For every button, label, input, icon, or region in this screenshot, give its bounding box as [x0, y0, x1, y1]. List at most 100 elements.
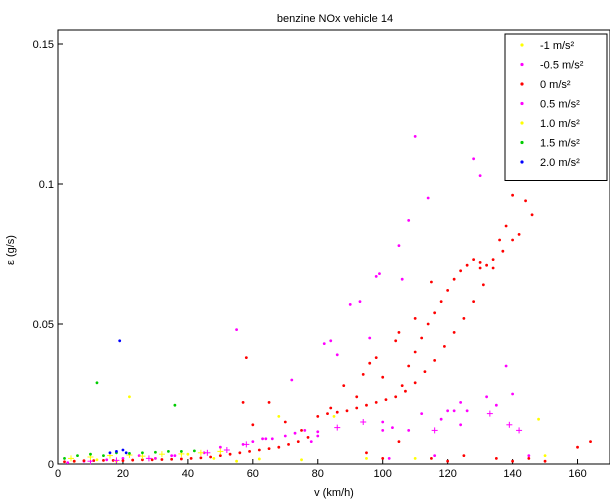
- data-point: [333, 415, 336, 418]
- data-point: [459, 401, 462, 404]
- data-point: [420, 337, 423, 340]
- data-point: [248, 450, 251, 453]
- data-point: [420, 412, 423, 415]
- data-point: [453, 409, 456, 412]
- data-point: [303, 429, 306, 432]
- data-point: [63, 457, 66, 460]
- data-point: [346, 409, 349, 412]
- data-point: [258, 458, 261, 461]
- data-point: [242, 401, 245, 404]
- data-point: [258, 449, 261, 452]
- legend-label: -1 m/s²: [540, 40, 575, 52]
- data-point: [375, 401, 378, 404]
- data-point: [427, 197, 430, 200]
- data-point: [518, 233, 521, 236]
- data-point: [524, 199, 527, 202]
- data-point: [511, 460, 514, 463]
- legend-label: 0.5 m/s²: [540, 99, 580, 111]
- data-point: [122, 449, 125, 452]
- data-point: [414, 381, 417, 384]
- data-point: [261, 437, 264, 440]
- data-point: [394, 395, 397, 398]
- chart-title: benzine NOx vehicle 14: [277, 13, 393, 25]
- data-point: [414, 457, 417, 460]
- data-point: [219, 446, 222, 449]
- data-point: [482, 283, 485, 286]
- data-point: [141, 451, 144, 454]
- data-point: [173, 454, 176, 457]
- data-point: [297, 440, 300, 443]
- data-point: [531, 213, 534, 216]
- data-point: [128, 452, 131, 455]
- data-point: [381, 457, 384, 460]
- data-point: [268, 447, 271, 450]
- data-point: [424, 370, 427, 373]
- data-point: [385, 398, 388, 401]
- data-point: [251, 423, 254, 426]
- data-point: [440, 418, 443, 421]
- data-point: [378, 272, 381, 275]
- data-point: [365, 451, 368, 454]
- data-point: [394, 339, 397, 342]
- data-point: [459, 269, 462, 272]
- data-point: [310, 440, 313, 443]
- legend-label: 1.0 m/s²: [540, 118, 580, 130]
- data-point: [505, 365, 508, 368]
- x-tick-label: 20: [117, 468, 129, 480]
- data-point: [76, 454, 79, 457]
- data-point: [479, 174, 482, 177]
- data-point: [381, 421, 384, 424]
- data-point: [472, 157, 475, 160]
- data-point: [73, 460, 76, 463]
- data-point: [407, 429, 410, 432]
- data-point: [316, 430, 319, 433]
- y-tick-label: 0.05: [33, 319, 54, 331]
- data-point: [433, 359, 436, 362]
- x-tick-label: 140: [503, 468, 521, 480]
- x-tick-label: 60: [247, 468, 259, 480]
- data-point: [329, 407, 332, 410]
- data-point: [505, 225, 508, 228]
- data-point: [472, 258, 475, 261]
- legend-marker: [520, 82, 523, 85]
- data-point: [294, 432, 297, 435]
- data-point: [209, 456, 212, 459]
- data-point: [170, 458, 173, 461]
- data-point: [349, 303, 352, 306]
- data-point: [235, 460, 238, 463]
- data-point: [102, 459, 105, 462]
- data-point: [430, 457, 433, 460]
- data-point: [128, 395, 131, 398]
- data-point: [495, 404, 498, 407]
- data-point: [446, 460, 449, 463]
- data-point: [433, 311, 436, 314]
- legend-marker: [520, 160, 523, 163]
- x-tick-label: 160: [568, 468, 586, 480]
- x-tick-label: 80: [312, 468, 324, 480]
- data-point: [115, 450, 118, 453]
- data-point: [537, 418, 540, 421]
- data-point: [527, 454, 530, 457]
- data-point: [375, 356, 378, 359]
- data-point: [359, 300, 362, 303]
- data-point: [443, 345, 446, 348]
- data-point: [495, 457, 498, 460]
- data-point: [170, 454, 173, 457]
- data-point: [479, 261, 482, 264]
- data-point: [118, 339, 121, 342]
- data-point: [375, 275, 378, 278]
- data-point: [277, 415, 280, 418]
- data-point: [300, 458, 303, 461]
- data-point: [190, 457, 193, 460]
- y-tick-label: 0.1: [39, 179, 54, 191]
- data-point: [401, 278, 404, 281]
- data-point: [284, 421, 287, 424]
- data-point: [122, 459, 125, 462]
- data-point: [264, 437, 267, 440]
- data-point: [398, 244, 401, 247]
- y-axis-title: ε (g/s): [5, 235, 17, 265]
- legend-marker: [520, 102, 523, 105]
- data-point: [336, 353, 339, 356]
- data-point: [109, 451, 112, 454]
